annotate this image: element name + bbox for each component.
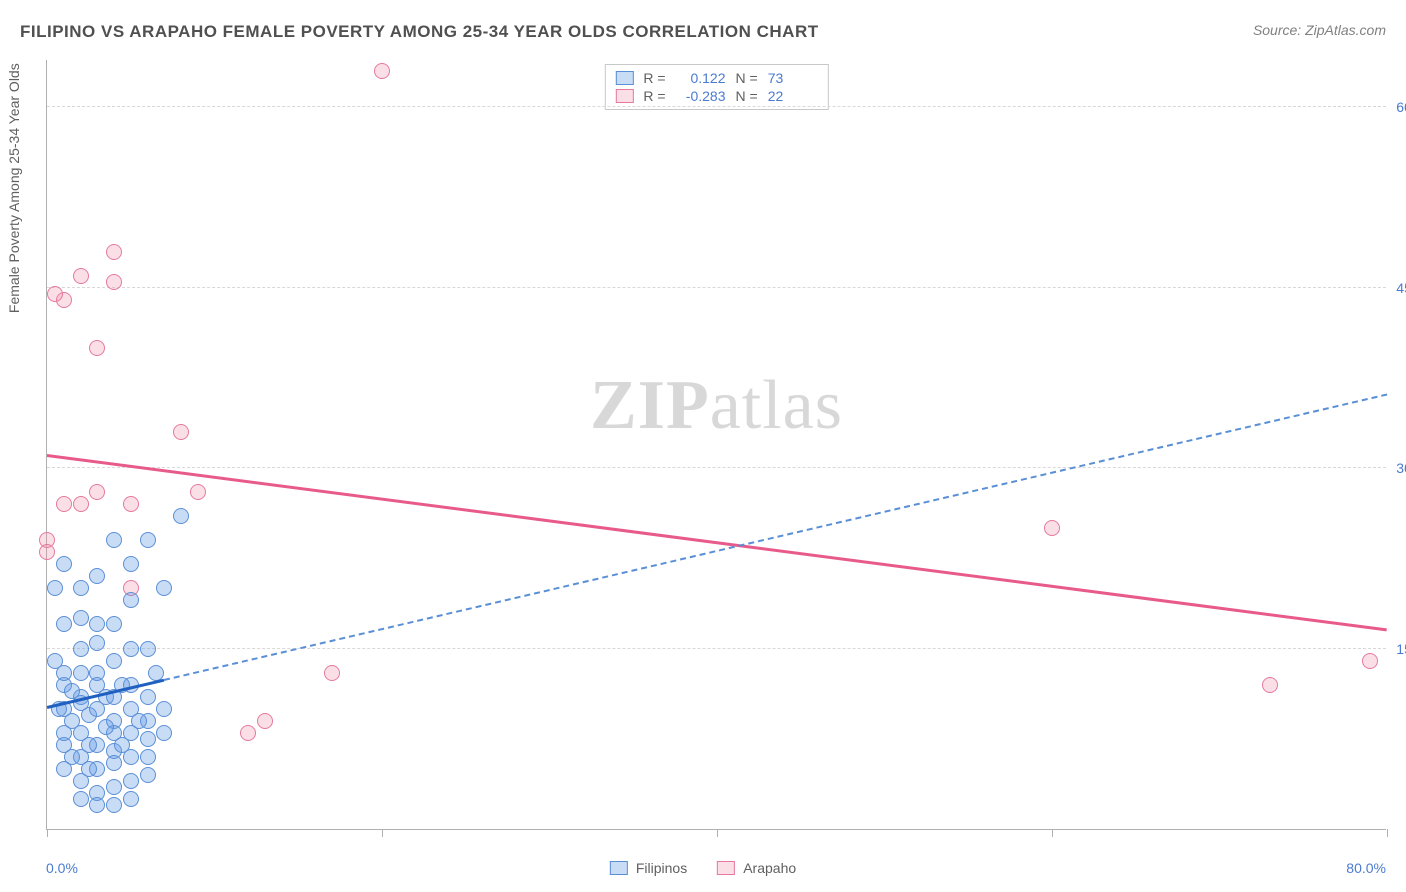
data-point [56,665,72,681]
data-point [98,719,114,735]
data-point [114,737,130,753]
data-point [173,508,189,524]
data-point [56,556,72,572]
series-legend: Filipinos Arapaho [610,860,796,876]
data-point [89,568,105,584]
data-point [106,532,122,548]
data-point [1362,653,1378,669]
data-point [140,767,156,783]
data-point [123,791,139,807]
y-axis-tick-label: 45.0% [1396,280,1406,296]
data-point [156,725,172,741]
data-point [1044,520,1060,536]
data-point [89,635,105,651]
x-tick [717,829,718,837]
chart-container: FILIPINO VS ARAPAHO FEMALE POVERTY AMONG… [0,0,1406,892]
chart-title: FILIPINO VS ARAPAHO FEMALE POVERTY AMONG… [20,22,819,42]
data-point [73,580,89,596]
gridline [47,467,1386,468]
data-point [73,791,89,807]
data-point [123,641,139,657]
data-point [140,532,156,548]
data-point [140,689,156,705]
x-axis-tick-label: 80.0% [1346,860,1386,876]
data-point [47,580,63,596]
data-point [106,779,122,795]
stat-row-filipinos: R = 0.122 N = 73 [615,69,817,87]
swatch-icon [615,71,633,85]
data-point [81,761,97,777]
y-axis-title: Female Poverty Among 25-34 Year Olds [6,63,22,313]
x-axis-tick-label: 0.0% [46,860,78,876]
data-point [106,755,122,771]
data-point [240,725,256,741]
data-point [156,580,172,596]
trend-line [164,394,1387,681]
data-point [106,244,122,260]
data-point [47,286,63,302]
data-point [73,610,89,626]
x-tick [47,829,48,837]
data-point [73,268,89,284]
data-point [89,797,105,813]
data-point [73,496,89,512]
data-point [56,496,72,512]
data-point [106,274,122,290]
y-axis-tick-label: 60.0% [1396,99,1406,115]
data-point [73,641,89,657]
data-point [89,340,105,356]
source-label: Source: ZipAtlas.com [1253,22,1386,38]
data-point [89,616,105,632]
x-tick [382,829,383,837]
data-point [257,713,273,729]
x-tick [1052,829,1053,837]
data-point [64,749,80,765]
gridline [47,648,1386,649]
data-point [190,484,206,500]
data-point [123,773,139,789]
data-point [140,731,156,747]
gridline [47,287,1386,288]
data-point [140,749,156,765]
data-point [73,665,89,681]
data-point [123,556,139,572]
y-axis-tick-label: 15.0% [1396,641,1406,657]
data-point [81,737,97,753]
watermark: ZIPatlas [590,366,843,446]
swatch-icon [615,89,633,103]
y-axis-tick-label: 30.0% [1396,460,1406,476]
data-point [56,616,72,632]
swatch-icon [717,861,735,875]
data-point [374,63,390,79]
data-point [131,713,147,729]
data-point [1262,677,1278,693]
data-point [39,544,55,560]
data-point [123,592,139,608]
data-point [106,653,122,669]
data-point [89,484,105,500]
data-point [140,641,156,657]
data-point [324,665,340,681]
data-point [106,616,122,632]
legend-item-filipinos: Filipinos [610,860,687,876]
plot-area: ZIPatlas R = 0.122 N = 73 R = -0.283 N =… [46,60,1386,830]
data-point [89,665,105,681]
data-point [123,496,139,512]
gridline [47,106,1386,107]
stat-row-arapaho: R = -0.283 N = 22 [615,87,817,105]
data-point [56,725,72,741]
swatch-icon [610,861,628,875]
data-point [106,797,122,813]
legend-item-arapaho: Arapaho [717,860,796,876]
data-point [156,701,172,717]
trend-line [47,454,1387,631]
correlation-stat-box: R = 0.122 N = 73 R = -0.283 N = 22 [604,64,828,110]
data-point [173,424,189,440]
x-tick [1387,829,1388,837]
